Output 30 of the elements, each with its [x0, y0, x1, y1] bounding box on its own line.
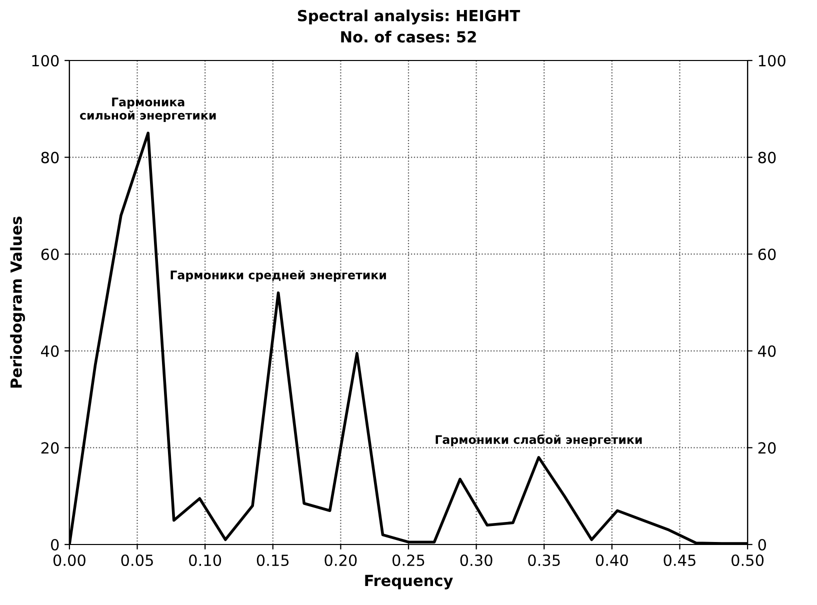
y-axis-title: Periodogram Values: [10, 216, 26, 388]
chart-subtitle: No. of cases: 52: [341, 30, 476, 43]
y2-tick-label: 40: [758, 345, 776, 357]
x-tick-label: 0.50: [732, 554, 764, 566]
y2-tick-label: 80: [758, 152, 776, 164]
x-tick-label: 0.15: [256, 554, 289, 566]
annotation: Гармоника сильной энергетики: [80, 98, 216, 122]
chart-title: Spectral analysis: HEIGHT: [298, 10, 520, 24]
y-tick-label: 40: [41, 345, 59, 357]
x-tick-label: 0.35: [528, 554, 560, 566]
y-tick-label: 100: [32, 54, 59, 67]
y2-tick-label: 0: [758, 538, 766, 551]
x-axis-title: Frequency: [365, 574, 453, 590]
y2-tick-label: 100: [758, 54, 786, 67]
x-tick-label: 0.40: [596, 554, 628, 566]
x-tick-label: 0.45: [664, 554, 696, 566]
y2-tick-label: 60: [758, 248, 776, 260]
x-tick-label: 0.30: [460, 554, 492, 566]
annotation: Гармоники слабой энергетики: [436, 434, 642, 446]
y-tick-label: 80: [41, 152, 59, 164]
y2-tick-label: 20: [758, 442, 776, 454]
x-tick-label: 0.10: [189, 554, 222, 566]
annotation: Гармоники средней энергетики: [170, 270, 386, 282]
x-tick-label: 0.25: [392, 554, 424, 566]
y-tick-label: 60: [41, 248, 59, 260]
x-tick-label: 0.05: [121, 554, 153, 566]
x-tick-label: 0.20: [324, 554, 357, 566]
y-tick-label: 20: [41, 442, 59, 454]
x-tick-label: 0.00: [53, 554, 86, 566]
y-tick-label: 0: [51, 538, 59, 551]
